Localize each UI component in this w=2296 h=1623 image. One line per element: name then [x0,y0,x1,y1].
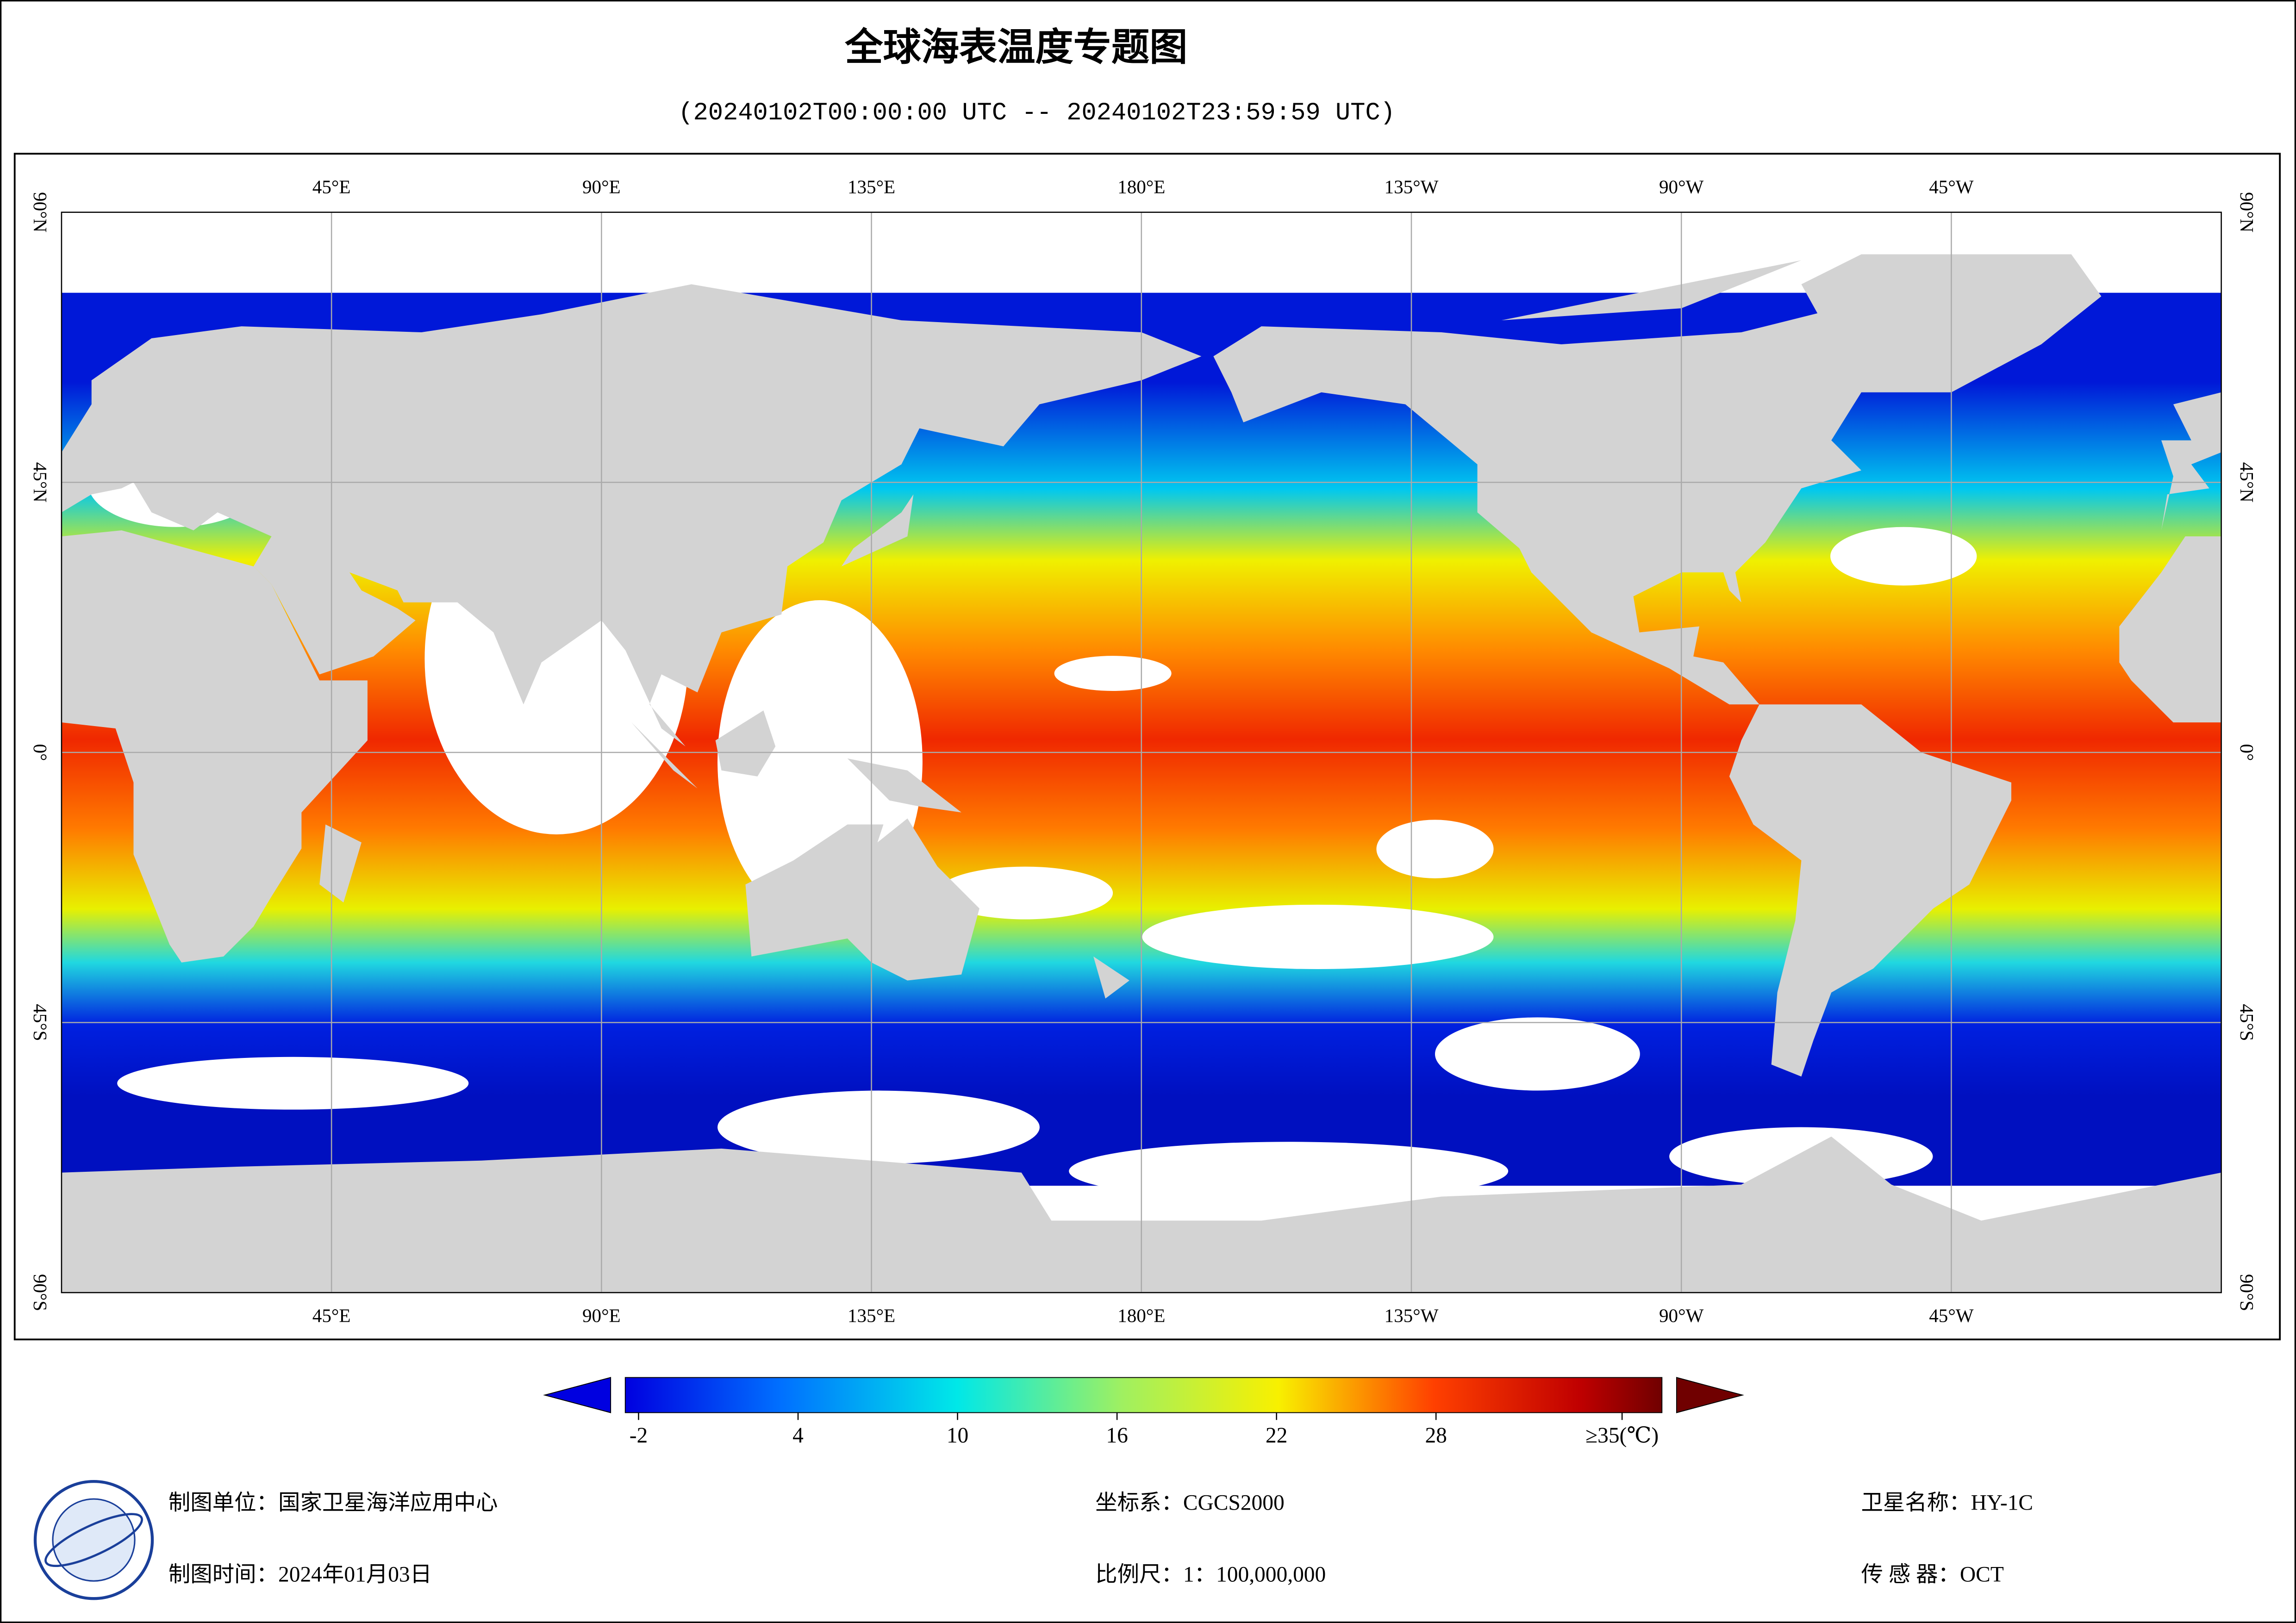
logo [33,1480,154,1600]
subtitle: (20240102T00:00:00 UTC -- 20240102T23:59… [678,99,1395,127]
lon-label-top: 90°W [1659,176,1704,197]
lat-label-left: 45°S [30,1004,51,1041]
footer-unit: 制图单位：国家卫星海洋应用中心 [168,1491,498,1515]
landmass [2119,536,2221,723]
colorbar-high-arrow [1676,1377,1744,1413]
lat-label-left: 45°N [30,462,51,503]
lon-label-bottom: 90°W [1659,1305,1704,1326]
lat-label-left: 90°S [30,1274,51,1311]
landmass [1057,956,1129,1029]
map-border [61,211,2222,1293]
landmass [715,710,776,777]
landmass [1213,302,1861,705]
landmass [847,758,961,813]
map-area [61,212,2221,1293]
footer-crs: 坐标系：CGCS2000 [1095,1491,1285,1515]
map-labels: 45°E 45°E 90°E 90°E 135°E 135°E 180°E 180°E 135°… [30,176,2258,1326]
footer-sensor: 传 感 器：OCT [1861,1563,2003,1587]
lat-label-right: 0° [2236,744,2258,761]
lat-label-left: 0° [30,744,51,761]
lat-label-left: 90°N [30,192,51,232]
colorbar-label: 10 [947,1424,968,1448]
colorbar-ticks: -2 4 10 16 22 28 ≥35(℃) [630,1412,1659,1448]
landmass [2161,392,2221,531]
lon-label-top: 90°E [582,176,621,197]
landmass [1729,704,2011,1077]
landmass [61,530,368,963]
colorbar-label: 4 [792,1424,804,1448]
lon-label-bottom: 135°E [848,1305,895,1326]
colorbar-label: 28 [1425,1424,1447,1448]
title: 全球海表温度专题图 [844,25,1187,69]
lat-label-right: 45°S [2236,1004,2258,1041]
colorbar [543,1377,1744,1413]
colorbar-label: 16 [1106,1424,1128,1448]
lat-label-right: 90°N [2236,192,2258,232]
lon-label-bottom: 45°E [312,1305,351,1326]
footer-time: 制图时间：2024年01月03日 [168,1563,432,1587]
landmass [61,284,1202,746]
lon-label-bottom: 90°E [582,1305,621,1326]
lon-label-top: 135°E [848,176,895,197]
footer-scale: 比例尺：1：100,000,000 [1095,1563,1326,1587]
landmass [319,824,362,903]
lon-label-bottom: 45°W [1929,1305,1974,1326]
lat-label-right: 45°N [2236,462,2258,503]
lon-label-top: 45°W [1929,176,1974,197]
lon-label-top: 45°E [312,176,351,197]
colorbar-low-arrow [543,1377,611,1413]
landmass [745,818,980,981]
lon-label-bottom: 135°W [1385,1305,1439,1326]
graticule [61,212,2221,1293]
lon-label-bottom: 180°E [1117,1305,1165,1326]
map-frame [13,153,2281,1341]
footer-satellite: 卫星名称：HY-1C [1861,1491,2033,1515]
lon-label-top: 135°W [1385,176,1439,197]
colorbar-label: 22 [1266,1424,1287,1448]
colorbar-label: ≥35(℃) [1585,1424,1659,1448]
colorbar-label: -2 [630,1424,648,1448]
landmass [841,494,914,566]
colorbar-ramp [624,1377,1663,1413]
lon-label-top: 180°E [1117,176,1165,197]
lat-label-right: 90°S [2236,1274,2258,1311]
